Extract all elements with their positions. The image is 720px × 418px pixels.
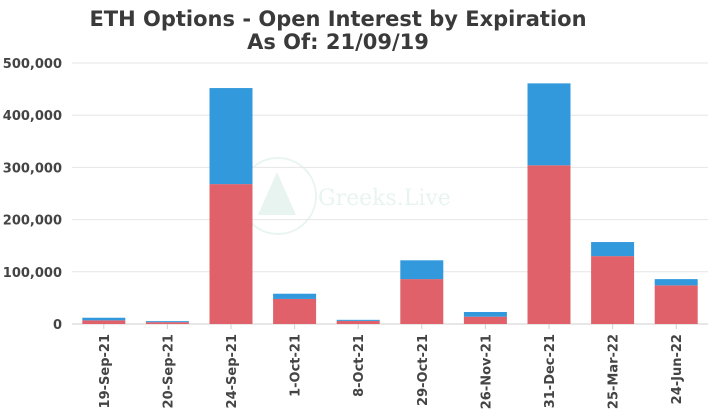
bar-segment xyxy=(654,279,698,286)
x-tick-label: 24-Sep-21 xyxy=(225,334,240,408)
x-axis: 19-Sep-21 20-Sep-21 24-Sep-21 1-Oct-21 8-Oct… xyxy=(98,324,685,409)
x-tick-label: 1-Oct-21 xyxy=(289,334,304,397)
y-tick-label: 200,000 xyxy=(3,214,62,229)
x-tick-label: 20-Sep-21 xyxy=(161,334,176,408)
x-tick-label: 26-Nov-21 xyxy=(479,334,494,409)
bar-segment xyxy=(82,317,126,321)
y-tick-label: 100,000 xyxy=(3,266,62,281)
bar-segment xyxy=(591,242,635,257)
x-tick-label: 24-Jun-22 xyxy=(670,334,685,404)
bar-segment xyxy=(145,321,189,323)
bar-segment xyxy=(82,320,126,324)
bar-segment xyxy=(273,293,317,299)
bar-segment xyxy=(463,311,507,317)
chart-subtitle: As Of: 21/09/19 xyxy=(247,30,429,54)
bar-segment xyxy=(463,316,507,324)
x-tick-label: 8-Oct-21 xyxy=(352,334,367,397)
bar-segment xyxy=(336,319,380,321)
x-tick-label: 19-Sep-21 xyxy=(98,334,113,408)
x-tick-label: 31-Dec-21 xyxy=(543,334,558,408)
x-tick-label: 25-Mar-22 xyxy=(607,334,622,409)
x-tick-label: 29-Oct-21 xyxy=(416,334,431,406)
bar-segment xyxy=(591,256,635,324)
y-tick-label: 300,000 xyxy=(3,161,62,176)
y-tick-label: 400,000 xyxy=(3,109,62,124)
bar-segment xyxy=(527,83,571,166)
bar-segment xyxy=(400,260,444,280)
bars xyxy=(82,83,698,324)
bar-segment xyxy=(400,279,444,324)
watermark-logo: Greeks.Live xyxy=(239,157,451,235)
bar-segment xyxy=(527,165,571,324)
bar-segment xyxy=(209,184,253,324)
bar-segment xyxy=(654,285,698,324)
watermark-text: Greeks.Live xyxy=(318,186,451,211)
y-axis: 0 100,000 200,000 300,000 400,000 500,000 xyxy=(3,57,62,333)
bar-segment xyxy=(273,298,317,324)
y-tick-label: 500,000 xyxy=(3,57,62,72)
bar-segment xyxy=(145,322,189,324)
chart-title: ETH Options - Open Interest by Expiratio… xyxy=(89,7,586,31)
bar-segment xyxy=(209,88,253,185)
bar-segment xyxy=(336,320,380,324)
y-tick-label: 0 xyxy=(53,318,62,333)
